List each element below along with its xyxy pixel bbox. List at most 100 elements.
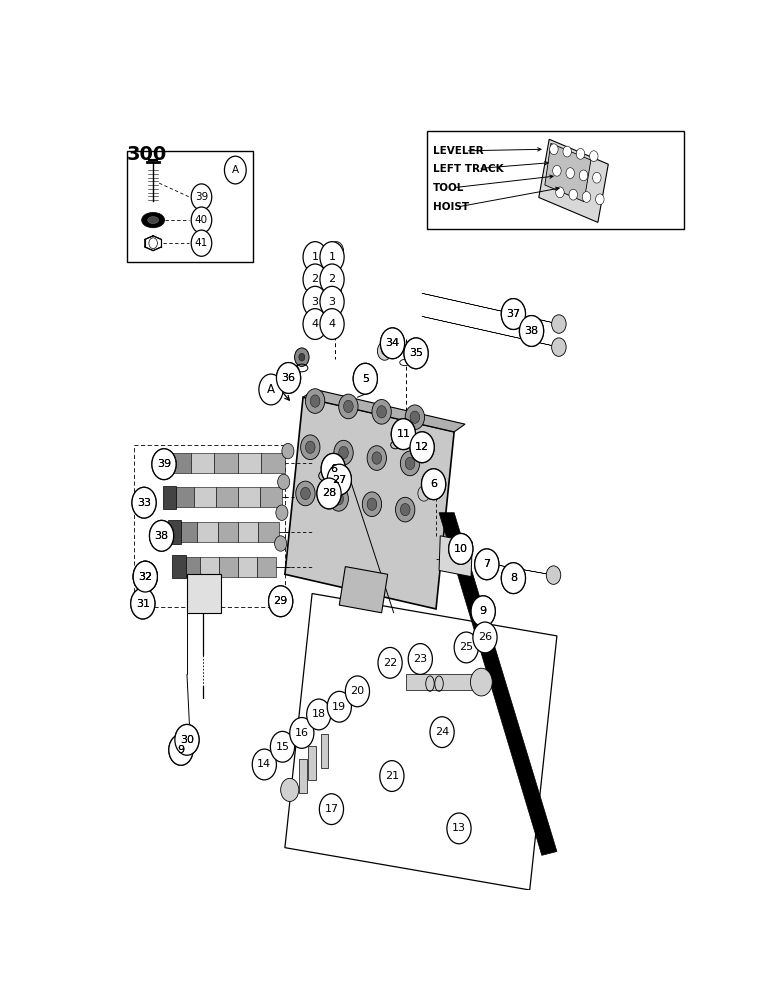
Text: 33: 33 [137, 498, 151, 508]
Circle shape [596, 194, 604, 205]
Circle shape [475, 549, 499, 580]
Bar [321, 734, 328, 768]
Circle shape [502, 299, 526, 329]
Bar [194, 487, 216, 507]
Polygon shape [449, 299, 477, 306]
Circle shape [550, 144, 558, 155]
Text: 11: 11 [396, 429, 410, 439]
Circle shape [566, 168, 574, 178]
Text: 28: 28 [322, 488, 336, 498]
Text: A: A [267, 383, 275, 396]
Circle shape [131, 588, 155, 619]
Circle shape [275, 536, 287, 551]
Text: 31: 31 [136, 599, 150, 609]
Circle shape [392, 419, 416, 450]
Bar [406, 674, 478, 690]
Circle shape [303, 242, 328, 272]
Circle shape [334, 493, 343, 505]
Circle shape [320, 309, 344, 339]
Circle shape [343, 400, 353, 413]
Circle shape [168, 734, 193, 765]
Ellipse shape [142, 212, 165, 228]
Circle shape [276, 363, 300, 393]
Circle shape [454, 632, 478, 663]
Polygon shape [439, 536, 473, 577]
Text: 32: 32 [138, 572, 152, 582]
Circle shape [576, 148, 585, 159]
Circle shape [473, 622, 497, 653]
Text: 41: 41 [195, 238, 208, 248]
Circle shape [303, 286, 328, 317]
Circle shape [410, 432, 434, 463]
Text: 6: 6 [330, 464, 337, 474]
Text: 33: 33 [137, 498, 151, 508]
Text: 22: 22 [383, 658, 397, 668]
Bar [219, 557, 238, 577]
Text: 9: 9 [480, 606, 487, 616]
Text: 14: 14 [257, 759, 271, 769]
Bar [134, 445, 285, 607]
Text: 29: 29 [274, 596, 288, 606]
Text: 5: 5 [362, 374, 369, 384]
Text: 4: 4 [311, 319, 319, 329]
Text: 300: 300 [126, 145, 167, 164]
Circle shape [519, 316, 544, 346]
Bar [238, 487, 260, 507]
Text: 1: 1 [328, 252, 335, 262]
Text: 16: 16 [295, 728, 309, 738]
Bar [126, 151, 254, 262]
Circle shape [353, 363, 378, 394]
Circle shape [380, 761, 404, 791]
Bar [182, 557, 200, 577]
Circle shape [191, 230, 211, 256]
Circle shape [421, 469, 445, 500]
Text: 2: 2 [328, 274, 335, 284]
Polygon shape [303, 389, 465, 432]
Polygon shape [477, 329, 504, 335]
Circle shape [448, 533, 473, 564]
Circle shape [320, 286, 344, 317]
Text: 21: 21 [385, 771, 399, 781]
Circle shape [372, 452, 381, 464]
Text: 31: 31 [136, 599, 150, 609]
Circle shape [300, 487, 310, 500]
Bar [300, 759, 307, 793]
Circle shape [377, 406, 386, 418]
Bar [261, 453, 285, 473]
Bar [427, 131, 684, 229]
Circle shape [378, 342, 392, 360]
Text: 5: 5 [362, 374, 369, 384]
Circle shape [131, 588, 155, 619]
Text: 36: 36 [282, 373, 296, 383]
Text: 37: 37 [506, 309, 520, 319]
Circle shape [276, 363, 300, 393]
Text: 38: 38 [524, 326, 539, 336]
Circle shape [400, 503, 410, 516]
Bar [308, 746, 316, 780]
Bar [200, 557, 219, 577]
Circle shape [329, 487, 349, 511]
Circle shape [367, 498, 377, 510]
Circle shape [276, 505, 288, 520]
Text: 39: 39 [195, 192, 208, 202]
Circle shape [132, 487, 156, 518]
Circle shape [133, 561, 158, 592]
Polygon shape [504, 312, 531, 318]
Bar [238, 453, 261, 473]
Circle shape [546, 566, 561, 584]
Circle shape [471, 596, 495, 627]
Text: 13: 13 [452, 823, 466, 833]
Polygon shape [187, 574, 222, 613]
Circle shape [392, 419, 416, 450]
Circle shape [339, 446, 349, 459]
Circle shape [563, 146, 572, 157]
Circle shape [405, 457, 415, 470]
Circle shape [555, 187, 564, 198]
Bar [215, 453, 238, 473]
Circle shape [353, 363, 378, 394]
Circle shape [471, 596, 495, 627]
Text: 29: 29 [274, 596, 288, 606]
Circle shape [593, 172, 601, 183]
Circle shape [300, 435, 320, 460]
Circle shape [580, 170, 588, 181]
